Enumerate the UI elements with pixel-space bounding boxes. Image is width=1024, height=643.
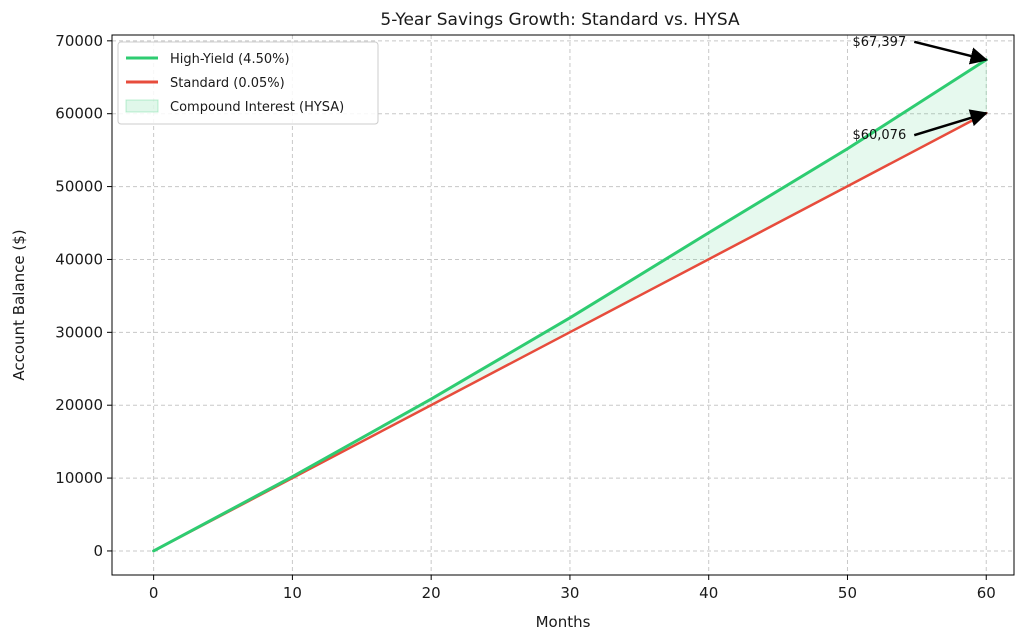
y-axis-label: Account Balance ($) (10, 229, 28, 380)
y-tick-label: 40000 (55, 250, 103, 268)
annotation-high-yield-final-arrow (913, 40, 988, 65)
plot-frame (111, 34, 1015, 576)
x-tick-label: 20 (422, 584, 441, 602)
legend-label-compound-interest: Compound Interest (HYSA) (170, 100, 344, 115)
x-tick-label: 10 (283, 584, 302, 602)
legend-label-high-yield: High-Yield (4.50%) (170, 52, 290, 67)
annotation-standard-final-label: $60,076 (852, 128, 906, 143)
grid (112, 35, 1014, 575)
chart-title: 5-Year Savings Growth: Standard vs. HYSA (380, 10, 740, 30)
tick-layer: 0 10 20 30 40 50 60 0 10000 20000 30000 40000 50000 6… (55, 32, 996, 602)
y-tick-label: 50000 (55, 178, 103, 196)
y-tick-label: 10000 (55, 469, 103, 487)
legend-label-standard: Standard (0.05%) (170, 76, 285, 91)
annotation-standard-final-arrow (913, 109, 988, 137)
legend-swatch-compound-interest (125, 99, 159, 113)
x-tick-label: 50 (838, 584, 857, 602)
legend-box (117, 41, 379, 125)
y-tick-label: 0 (93, 542, 103, 560)
x-axis-label: Months (536, 613, 591, 631)
legend: High-Yield (4.50%) Standard (0.05%) Comp… (117, 41, 379, 125)
annotation-high-yield-final-label: $67,397 (852, 35, 906, 50)
y-tick-label: 70000 (55, 32, 103, 50)
x-tick-label: 30 (560, 584, 579, 602)
y-tick-label: 60000 (55, 105, 103, 123)
y-tick-label: 20000 (55, 396, 103, 414)
series-layer (152, 58, 988, 553)
x-tick-label: 0 (149, 584, 159, 602)
x-tick-label: 40 (699, 584, 718, 602)
annotation-layer: $67,397 $60,076 (852, 35, 988, 143)
y-tick-label: 30000 (55, 323, 103, 341)
x-tick-label: 60 (977, 584, 996, 602)
series-line-high-yield (152, 58, 988, 553)
